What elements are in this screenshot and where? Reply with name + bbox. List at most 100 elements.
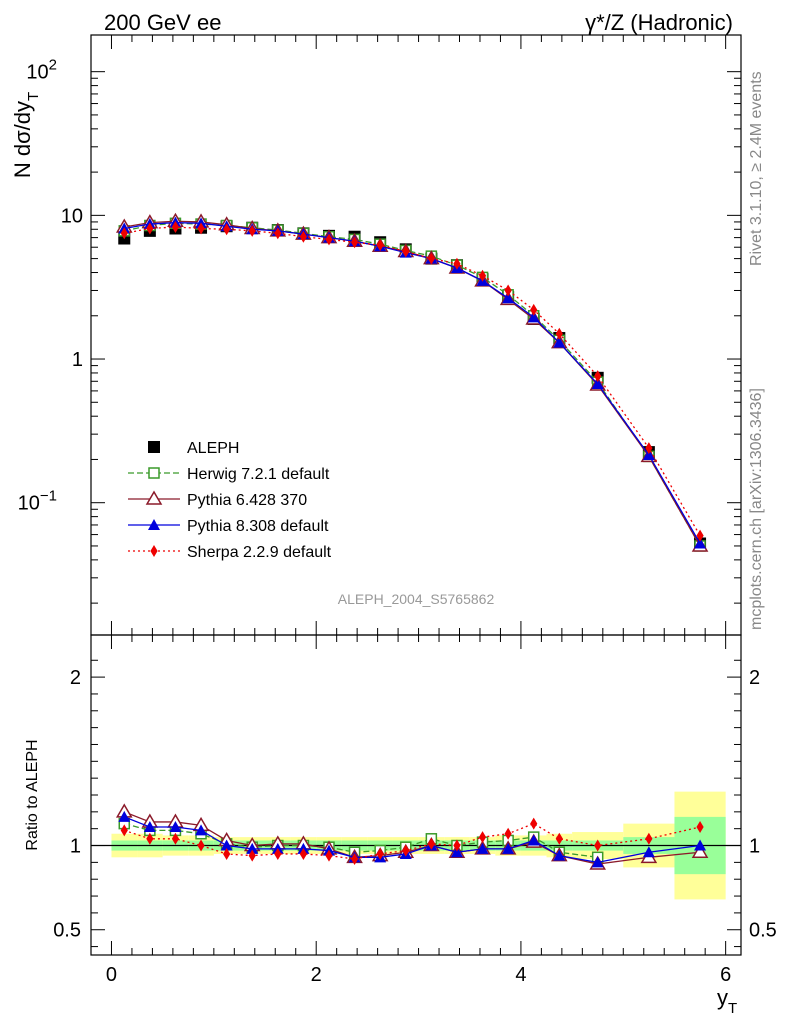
ratio-data-point bbox=[527, 834, 540, 846]
ratio-data-point bbox=[450, 846, 463, 858]
ratio-y-tick-label: 0.5 bbox=[749, 920, 777, 942]
main-data-point bbox=[591, 378, 604, 390]
y-tick-label: 10−1 bbox=[18, 488, 57, 515]
x-axis-label: yT bbox=[717, 985, 737, 1017]
main-data-point bbox=[694, 537, 707, 549]
main-data-point bbox=[376, 239, 384, 252]
legend-marker bbox=[148, 519, 160, 530]
main-data-point bbox=[171, 220, 180, 233]
ratio-data-point bbox=[350, 853, 359, 865]
ratio-data-point bbox=[453, 839, 461, 852]
ratio-data-point bbox=[246, 842, 259, 854]
x-tick-label: 6 bbox=[720, 964, 731, 986]
ratio-data-point bbox=[504, 827, 512, 840]
main-data-point bbox=[504, 284, 512, 297]
main-data-point bbox=[197, 222, 205, 235]
ratio-data-point bbox=[143, 821, 156, 832]
ratio-data-point bbox=[478, 831, 487, 844]
y-tick-label: 1 bbox=[72, 349, 83, 371]
main-data-point bbox=[325, 233, 333, 246]
legend-label: Herwig 7.2.1 default bbox=[187, 466, 330, 483]
legend-marker bbox=[150, 545, 158, 557]
main-data-point bbox=[350, 236, 359, 249]
main-data-point bbox=[642, 448, 655, 460]
ratio-y-tick-label: 2 bbox=[70, 667, 81, 689]
legend-label: Pythia 6.428 370 bbox=[187, 492, 307, 509]
main-data-point bbox=[274, 227, 282, 240]
ratio-data-point bbox=[197, 839, 205, 852]
ratio-data-point bbox=[299, 847, 308, 860]
main-data-point bbox=[553, 336, 566, 348]
header-right: γ*/Z (Hadronic) bbox=[585, 10, 733, 35]
ratio-data-point bbox=[555, 832, 563, 845]
ratio-y-tick-label: 0.5 bbox=[53, 920, 81, 942]
legend: ALEPH Herwig 7.2.1 default Pythia 6.428 37… bbox=[128, 440, 332, 561]
ratio-data-point bbox=[376, 847, 384, 860]
main-data-point bbox=[427, 252, 435, 265]
ratio-data-point bbox=[274, 847, 282, 860]
main-data-point bbox=[696, 529, 704, 542]
legend-marker bbox=[145, 490, 163, 505]
ratio-data-point bbox=[223, 847, 231, 860]
ratio-data-point bbox=[171, 832, 180, 845]
main-data-point bbox=[402, 245, 410, 258]
rivet-label: Rivet 3.1.10, ≥ 2.4M events bbox=[748, 71, 765, 266]
ratio-data-point bbox=[696, 821, 704, 833]
ratio-y-tick-label: 1 bbox=[749, 836, 760, 858]
ratio-y-tick-label: 2 bbox=[749, 667, 760, 689]
ratio-series-layer bbox=[115, 803, 709, 870]
main-series-line bbox=[124, 226, 701, 536]
ratio-plot-frame: 0 2 4 6 0.5 0.5 1 1 2 2 Ratio to ALEPH yT bbox=[24, 621, 777, 1017]
legend-marker bbox=[148, 467, 160, 479]
ratio-data-point bbox=[476, 842, 489, 854]
ratio-data-point bbox=[325, 849, 333, 862]
legend-label: Pythia 8.308 default bbox=[187, 518, 329, 535]
legend-marker bbox=[148, 441, 160, 453]
main-y-axis-label: N dσ/dyT bbox=[10, 92, 42, 178]
ratio-data-point bbox=[146, 832, 154, 845]
ratio-data-point bbox=[120, 824, 128, 837]
main-data-point bbox=[594, 370, 602, 383]
main-data-point bbox=[223, 223, 231, 236]
ratio-data-point bbox=[169, 821, 182, 832]
y-tick-label: 10 bbox=[61, 205, 83, 227]
ratio-data-point bbox=[594, 839, 602, 852]
main-data-point bbox=[146, 222, 154, 235]
main-data-point bbox=[555, 327, 563, 340]
y-tick-label: 102 bbox=[26, 57, 57, 84]
ratio-data-point bbox=[591, 856, 604, 868]
ratio-data-point bbox=[694, 839, 707, 851]
main-data-point bbox=[120, 227, 128, 240]
ratio-y-axis-label: Ratio to ALEPH bbox=[24, 739, 41, 850]
x-tick-label: 0 bbox=[106, 964, 117, 986]
legend-label: Sherpa 2.2.9 default bbox=[187, 544, 332, 561]
ratio-data-point bbox=[248, 849, 256, 862]
ratio-data-point bbox=[642, 846, 655, 858]
ratio-data-point bbox=[530, 817, 538, 830]
main-data-point bbox=[248, 224, 256, 237]
main-data-point bbox=[502, 292, 515, 304]
ratio-data-point bbox=[220, 839, 233, 851]
main-series-layer bbox=[115, 212, 709, 552]
ratio-data-point bbox=[195, 824, 208, 836]
analysis-id: ALEPH_2004_S5765862 bbox=[338, 591, 495, 607]
x-tick-label: 4 bbox=[515, 964, 526, 986]
ratio-data-point bbox=[645, 832, 653, 845]
main-data-point bbox=[453, 257, 461, 270]
main-data-point bbox=[299, 230, 308, 243]
main-data-point bbox=[530, 303, 538, 316]
legend-label: ALEPH bbox=[187, 440, 239, 457]
ratio-axes-box bbox=[90, 634, 742, 956]
main-data-point bbox=[645, 442, 653, 455]
ratio-data-point bbox=[553, 849, 566, 861]
ratio-data-point bbox=[427, 837, 435, 850]
ratio-data-point bbox=[118, 810, 131, 822]
ratio-data-point bbox=[402, 844, 410, 857]
mcplots-label: mcplots.cern.ch [arXiv:1306.3436] bbox=[748, 388, 765, 630]
main-data-point bbox=[527, 311, 540, 323]
x-tick-label: 2 bbox=[311, 964, 322, 986]
ratio-y-tick-label: 1 bbox=[70, 836, 81, 858]
header-left: 200 GeV ee bbox=[104, 10, 221, 35]
ratio-data-point bbox=[502, 842, 515, 854]
